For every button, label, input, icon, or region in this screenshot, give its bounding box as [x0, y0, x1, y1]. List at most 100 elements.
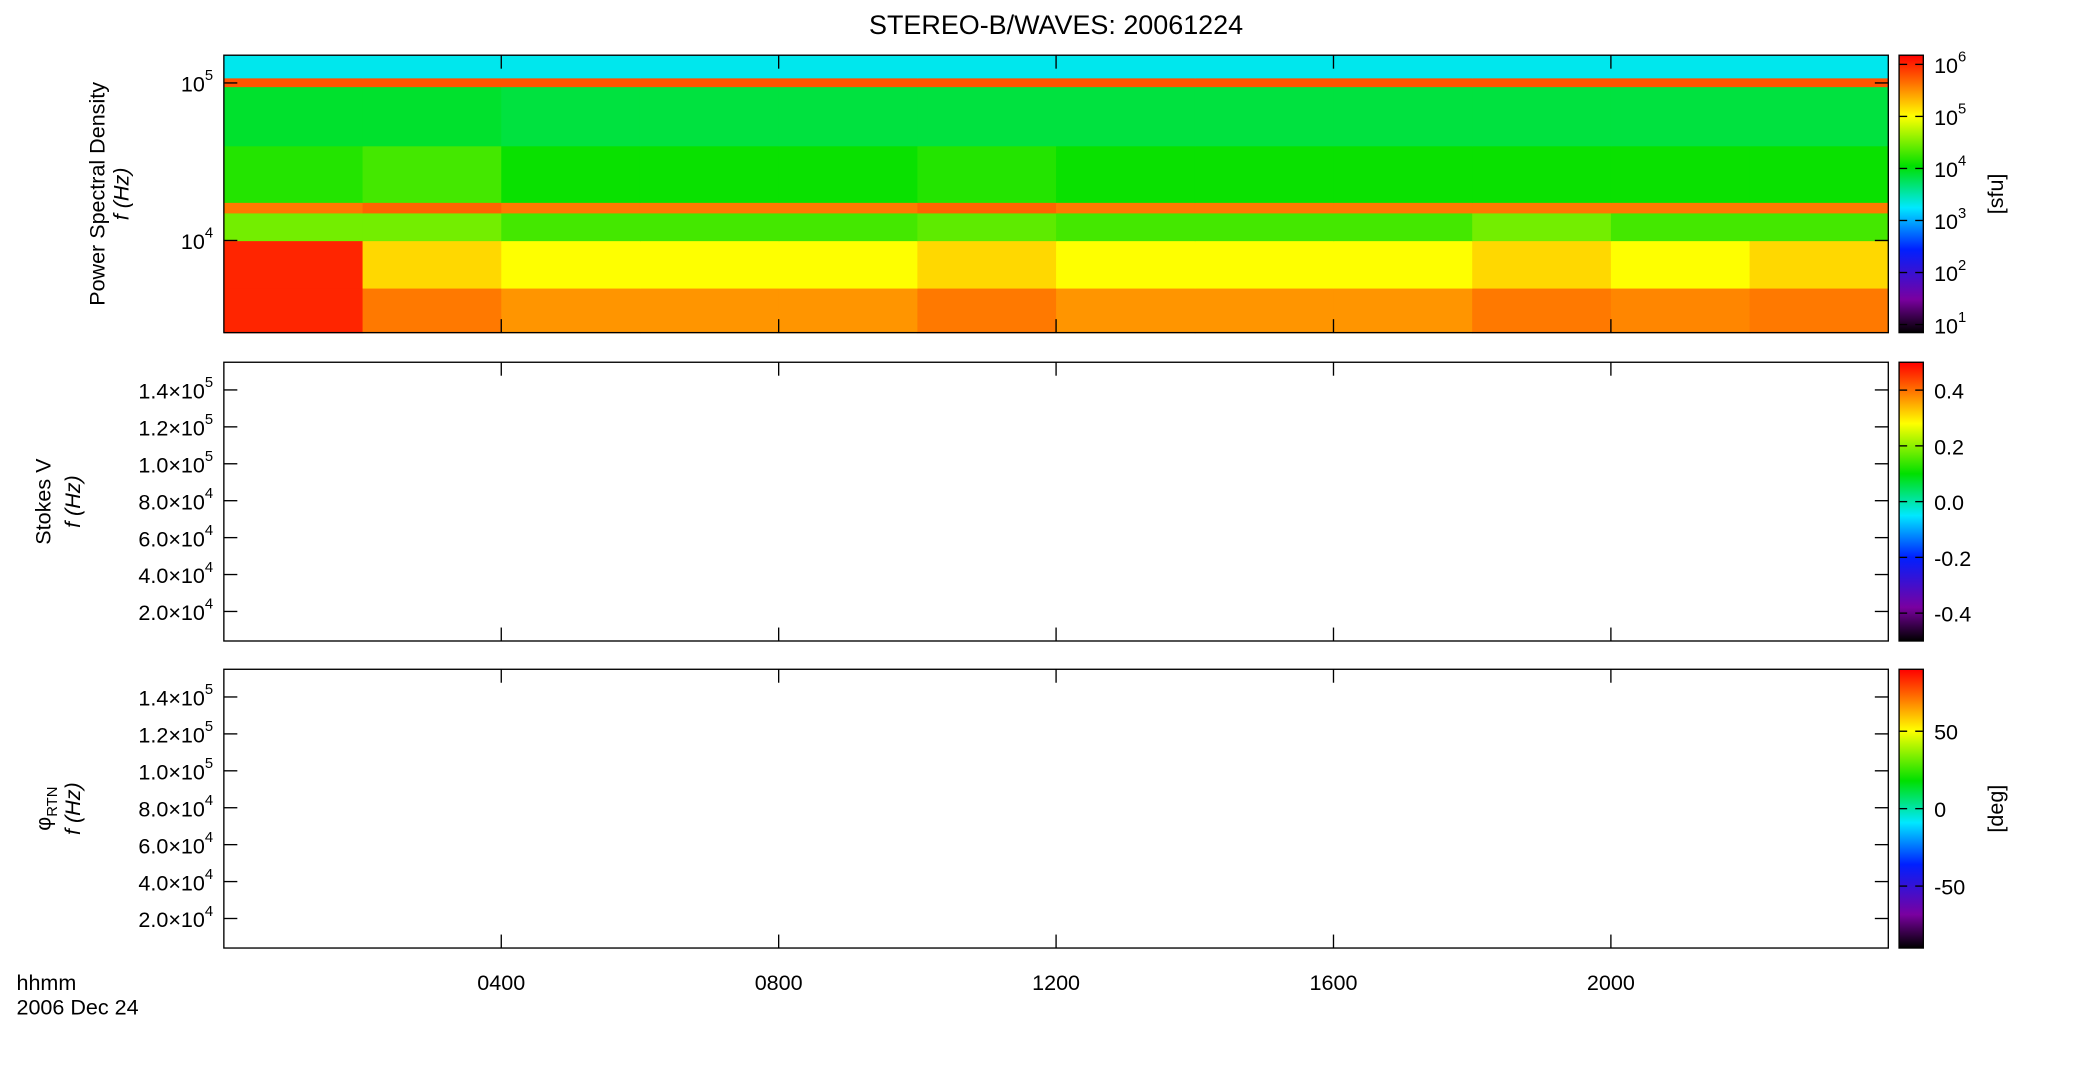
date-label: 2006 Dec 24 — [16, 995, 138, 1019]
y-tick-label: 104 — [181, 226, 213, 254]
colorbar-tick-label: -50 — [1934, 875, 1965, 899]
x-tick-label: 0400 — [477, 971, 525, 995]
heatmap-cell — [501, 287, 641, 334]
heatmap-cell — [639, 212, 780, 242]
heatmap-cell — [1610, 287, 1751, 334]
x-tick-label: 0800 — [755, 971, 803, 995]
heatmap-cell — [1194, 202, 1335, 214]
colorbar-tick-label: 106 — [1934, 50, 1966, 78]
heatmap-cell — [1333, 202, 1473, 214]
heatmap-cell — [501, 145, 641, 203]
colorbar — [1898, 54, 1924, 334]
y-tick-label: 8.0×104 — [138, 486, 213, 514]
colorbar-label: [sfu] — [1984, 174, 2008, 215]
heatmap-cell — [1194, 145, 1335, 203]
heatmap-cell — [917, 55, 1057, 79]
heatmap-cell — [778, 86, 919, 147]
heatmap-cell — [1056, 86, 1196, 147]
heatmap-cell — [1194, 55, 1335, 79]
heatmap-cell — [1333, 86, 1473, 147]
heatmap-cell — [362, 55, 502, 79]
y-tick-label: 4.0×104 — [138, 560, 213, 588]
heatmap-cell — [501, 240, 641, 289]
y-tick-label: 4.0×104 — [138, 867, 213, 895]
heatmap-cell — [1056, 240, 1196, 289]
heatmap-cell — [362, 202, 502, 214]
heatmap-cell — [1333, 240, 1473, 289]
y-axis-sublabel: f (Hz) — [110, 168, 134, 221]
heatmap-cell — [639, 240, 780, 289]
heatmap-cell — [1333, 145, 1473, 203]
y-axis-sublabel: f (Hz) — [61, 475, 85, 528]
heatmap-cell — [1610, 77, 1751, 88]
heatmap-cell — [1749, 55, 1889, 79]
heatmap-cell — [501, 86, 641, 147]
heatmap-cell — [223, 202, 364, 214]
colorbar-tick-label: 101 — [1934, 310, 1966, 338]
heatmap-cell — [1610, 86, 1751, 147]
heatmap-cell — [778, 240, 919, 289]
heatmap-cell — [1610, 202, 1751, 214]
colorbar-tick-label: 0.4 — [1934, 380, 1964, 404]
plot-frame — [223, 361, 1889, 642]
x-tick-label: 2000 — [1587, 971, 1635, 995]
heatmap-cell — [223, 212, 364, 242]
y-axis-label: Stokes V — [31, 458, 55, 545]
x-tick-label: 1200 — [1032, 971, 1080, 995]
y-axis-label: Power Spectral Density — [85, 82, 109, 306]
y-tick-label: 105 — [181, 68, 213, 96]
heatmap-cell — [778, 77, 919, 88]
y-tick-label: 6.0×104 — [138, 830, 213, 858]
colorbar-label: [deg] — [1984, 785, 2008, 833]
y-tick-label: 1.2×105 — [138, 719, 213, 747]
heatmap-cell — [639, 86, 780, 147]
heatmap-cell — [778, 287, 919, 334]
heatmap-cell — [1472, 240, 1612, 289]
heatmap-cell — [362, 287, 502, 334]
y-tick-label: 1.2×105 — [138, 412, 213, 440]
heatmap-cell — [1056, 145, 1196, 203]
heatmap-cell — [778, 145, 919, 203]
heatmap-cell — [1749, 287, 1889, 334]
colorbar-tick-label: 50 — [1934, 721, 1958, 745]
heatmap-cell — [223, 86, 364, 147]
heatmap-cell — [501, 212, 641, 242]
y-tick-label: 1.0×105 — [138, 449, 213, 477]
heatmap-cell — [1056, 55, 1196, 79]
heatmap-cell — [1610, 240, 1751, 289]
heatmap-cell — [1194, 77, 1335, 88]
heatmap-cell — [1056, 202, 1196, 214]
heatmap-cell — [362, 77, 502, 88]
y-tick-label: 8.0×104 — [138, 793, 213, 821]
chart-title: STEREO-B/WAVES: 20061224 — [869, 10, 1243, 40]
colorbar-tick-label: -0.4 — [1934, 603, 1971, 627]
y-tick-label: 1.4×105 — [138, 375, 213, 403]
y-tick-label: 1.4×105 — [138, 682, 213, 710]
heatmap-cell — [1194, 86, 1335, 147]
heatmap-cell — [223, 55, 364, 79]
heatmap-cell — [1194, 212, 1335, 242]
heatmap-cell — [639, 145, 780, 203]
heatmap-cell — [223, 287, 364, 334]
heatmap-cell — [639, 77, 780, 88]
x-axis-label: hhmm — [16, 971, 76, 995]
colorbar-tick-label: -0.2 — [1934, 547, 1971, 571]
heatmap-cell — [1472, 55, 1612, 79]
y-tick-label: 6.0×104 — [138, 523, 213, 551]
x-tick-label: 1600 — [1310, 971, 1358, 995]
heatmap-cell — [223, 240, 364, 289]
heatmap-cell — [1472, 145, 1612, 203]
heatmap-cell — [501, 202, 641, 214]
plot-frame — [223, 668, 1889, 949]
heatmap-cell — [639, 55, 780, 79]
heatmap-cell — [1610, 55, 1751, 79]
colorbar-tick-label: 105 — [1934, 102, 1966, 130]
y-tick-label: 2.0×104 — [138, 597, 213, 625]
heatmap-cell — [1749, 212, 1889, 242]
heatmap-cell — [1610, 145, 1751, 203]
heatmap-cell — [223, 77, 364, 88]
heatmap-cell — [1472, 212, 1612, 242]
heatmap-cell — [1194, 287, 1335, 334]
